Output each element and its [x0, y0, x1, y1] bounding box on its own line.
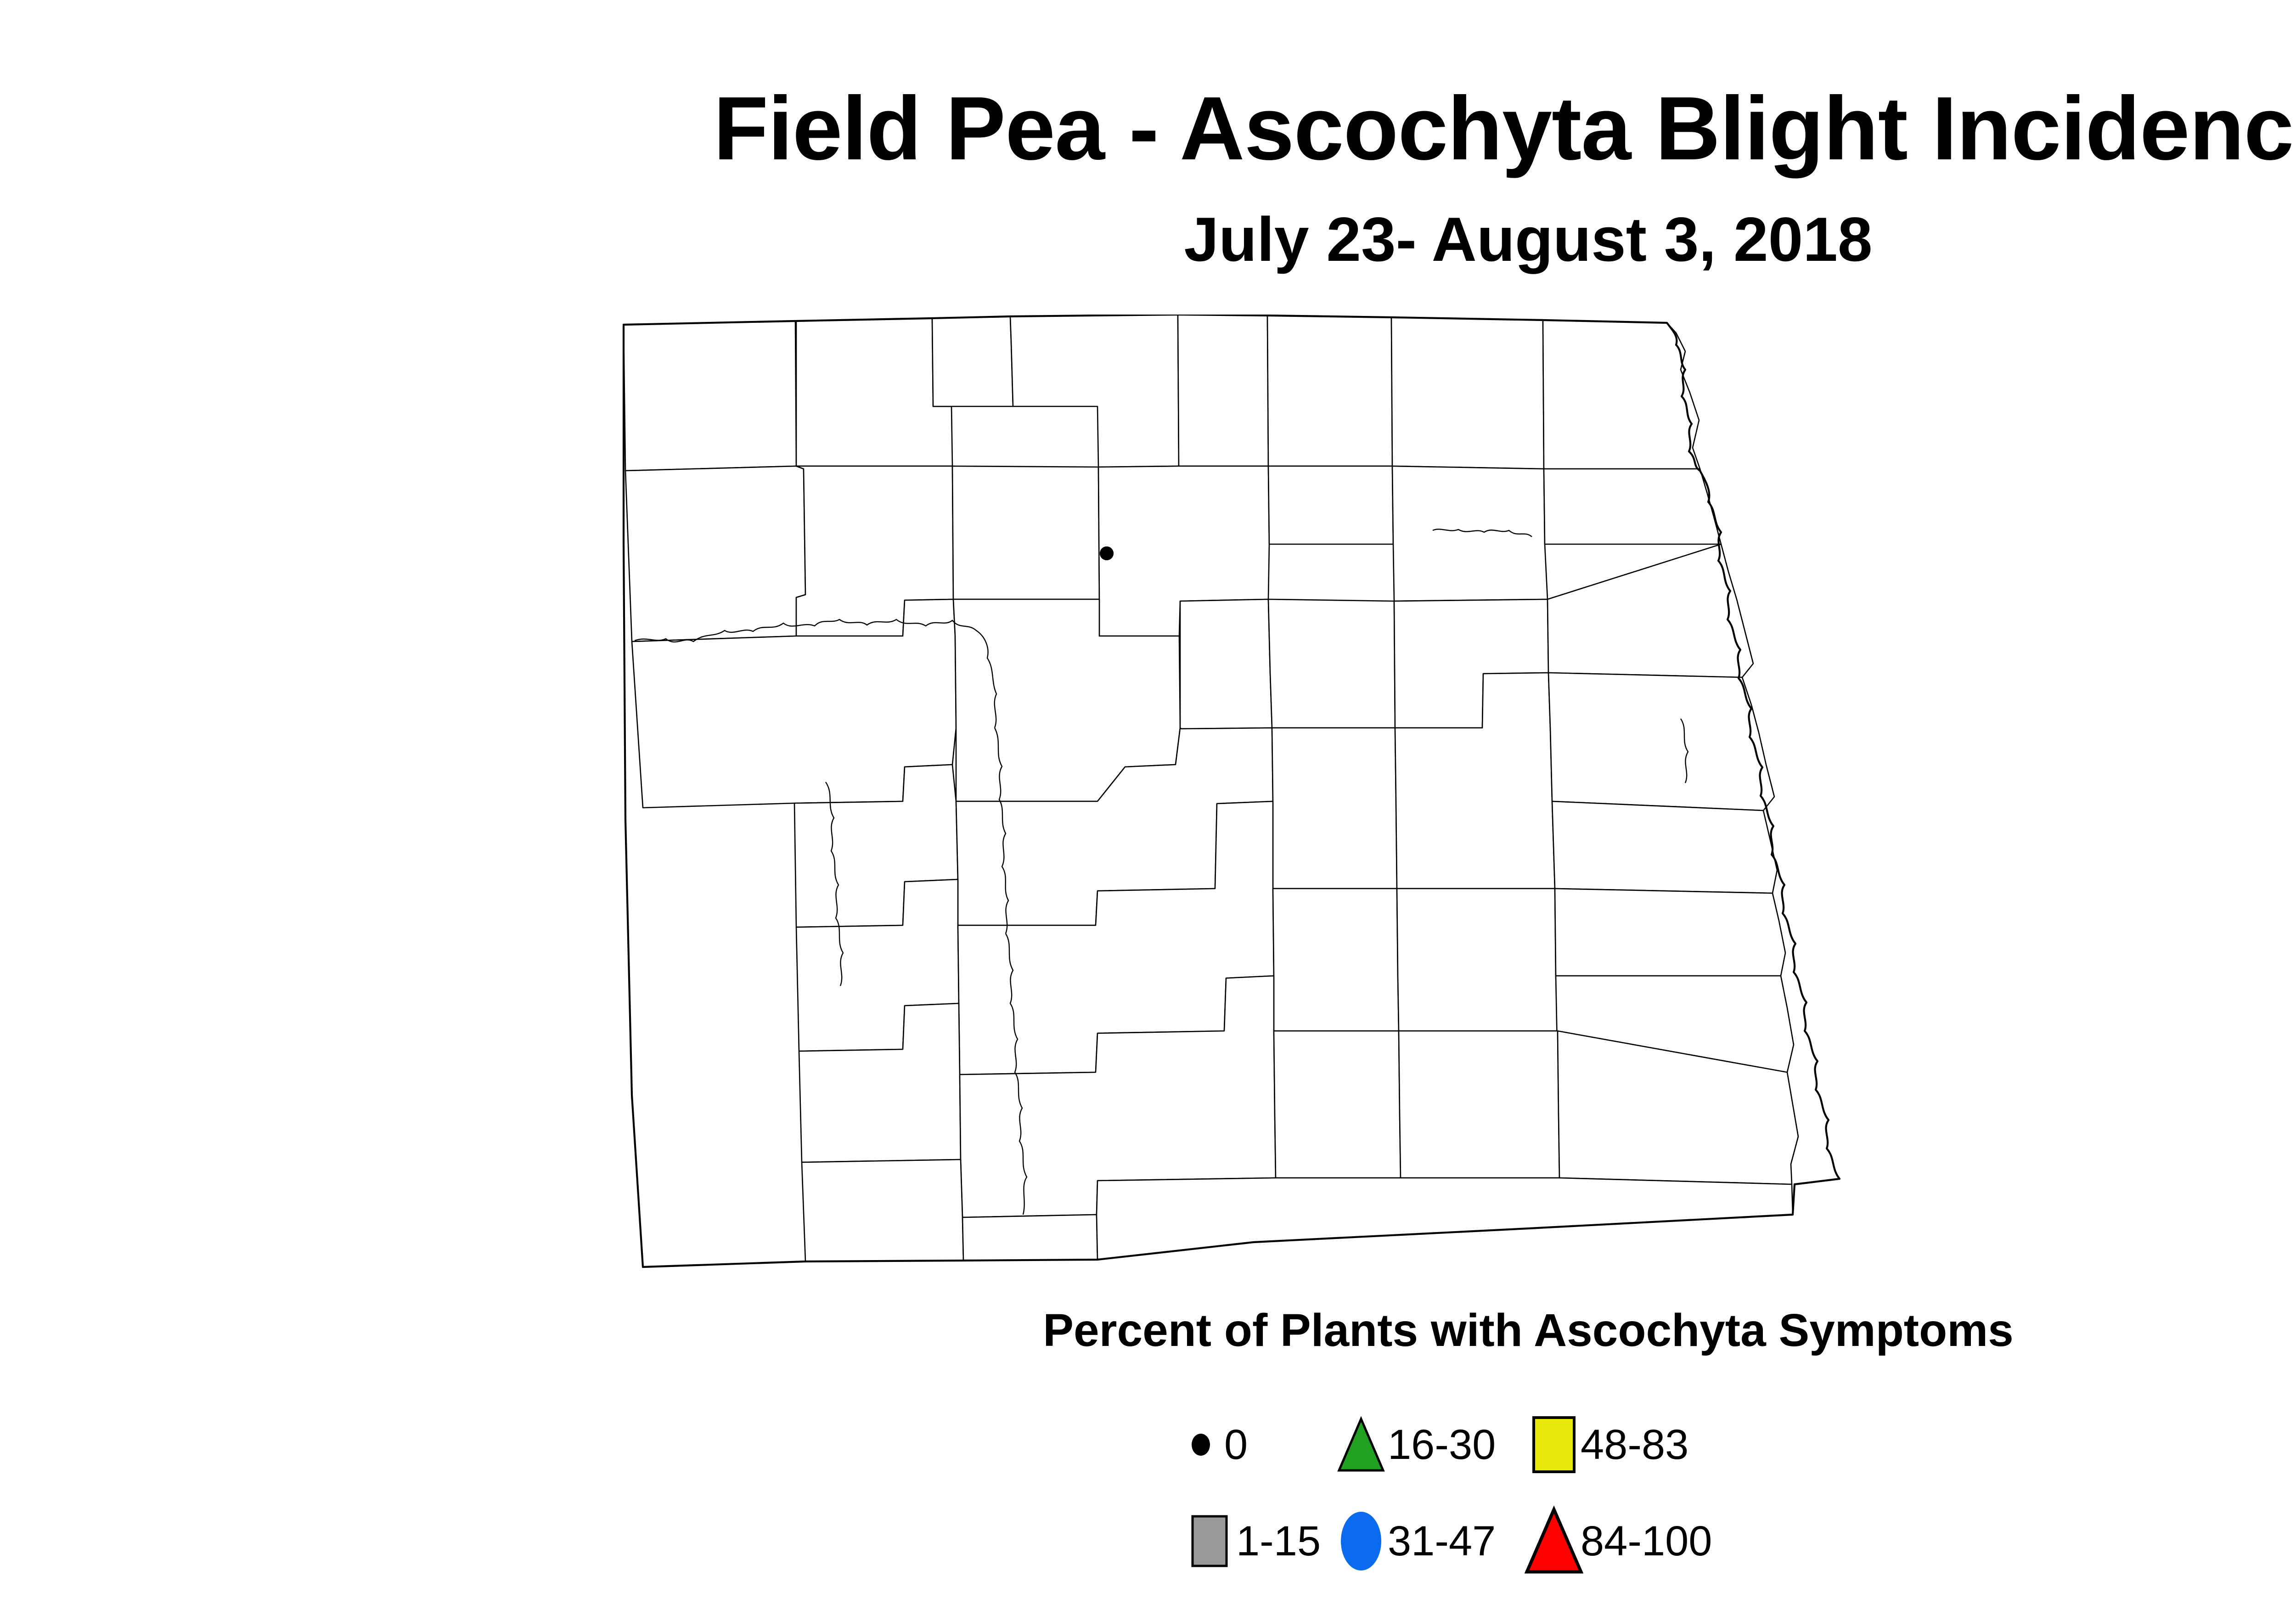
- legend-label-31-47: 31-47: [1388, 1518, 1496, 1565]
- county-burke: [795, 317, 953, 467]
- county-sargent: [1557, 1030, 1799, 1185]
- county-pierce: [1267, 465, 1394, 545]
- county-barnes: [1551, 800, 1778, 894]
- missouri-river-south: [1005, 933, 1028, 1215]
- legend-label-0: 0: [1224, 1421, 1248, 1468]
- county-grand-forks: [1547, 543, 1754, 678]
- ellipse-icon: [1335, 1512, 1387, 1571]
- legend-item-0[interactable]: 0: [1184, 1419, 1335, 1470]
- county-towner: [1266, 315, 1393, 467]
- legend-title: Percent of Plants with Ascochyta Symptom…: [1043, 1305, 2014, 1356]
- map-svg: [622, 315, 1841, 1268]
- county-renville: [931, 315, 1014, 407]
- missouri-river-north: [994, 727, 1009, 934]
- county-rolette: [1177, 315, 1269, 467]
- legend-item-48-83[interactable]: 48-83: [1528, 1416, 1749, 1473]
- sheyenne-river: [1680, 718, 1689, 783]
- county-layer: [623, 315, 1799, 1262]
- little-missouri-river: [825, 782, 844, 986]
- county-cavalier: [1390, 316, 1545, 470]
- legend-label-84-100: 84-100: [1581, 1518, 1712, 1565]
- data-point-layer: [1100, 546, 1114, 560]
- legend-label-16-30: 16-30: [1388, 1421, 1496, 1468]
- county-dickey: [1398, 1030, 1560, 1179]
- square-icon: [1528, 1416, 1580, 1473]
- county-kidder: [1271, 727, 1398, 889]
- square-icon: [1184, 1515, 1235, 1567]
- county-adams: [962, 1214, 1098, 1261]
- circle-small-icon: [1184, 1419, 1218, 1470]
- county-walsh: [1543, 468, 1722, 545]
- legend-item-31-47[interactable]: 31-47: [1335, 1512, 1528, 1571]
- north-dakota-map[interactable]: [611, 315, 2172, 1293]
- county-bottineau: [1009, 315, 1180, 468]
- legend-item-1-15[interactable]: 1-15: [1184, 1515, 1335, 1567]
- legend-item-16-30[interactable]: 16-30: [1335, 1416, 1528, 1472]
- lake-sakakawea: [634, 619, 997, 728]
- triangle-icon: [1524, 1505, 1584, 1574]
- county-logan: [1272, 888, 1400, 1032]
- devils-lake: [1432, 529, 1532, 537]
- county-ransom: [1554, 888, 1786, 977]
- legend-grid: 0 16-30 48-83: [1184, 1396, 1873, 1589]
- county-williams: [625, 465, 806, 642]
- triangle-icon: [1335, 1416, 1387, 1472]
- legend-label-1-15: 1-15: [1236, 1518, 1321, 1565]
- water-layer: [634, 529, 1689, 1215]
- county-sheridan: [1179, 598, 1273, 730]
- county-ward: [951, 465, 1100, 600]
- state-outline-north-dakota: [622, 315, 1841, 1268]
- legend-item-84-100[interactable]: 84-100: [1524, 1505, 1749, 1574]
- county-emmons-2: [1273, 1030, 1401, 1179]
- data-point-0-northwest-central[interactable]: [1100, 546, 1114, 560]
- county-wells: [1267, 598, 1396, 729]
- legend-label-48-83: 48-83: [1581, 1421, 1689, 1468]
- county-divide: [623, 320, 797, 472]
- title-block: Field Pea - Ascochyta Blight Incidence J…: [0, 83, 2296, 271]
- county-cass: [1548, 672, 1775, 811]
- page-title: Field Pea - Ascochyta Blight Incidence: [713, 78, 2296, 179]
- county-bowman: [801, 1159, 964, 1262]
- county-lamoure: [1396, 888, 1559, 1032]
- page-subtitle: July 23- August 3, 2018: [1184, 204, 1873, 274]
- legend: Percent of Plants with Ascochyta Symptom…: [0, 1304, 2296, 1589]
